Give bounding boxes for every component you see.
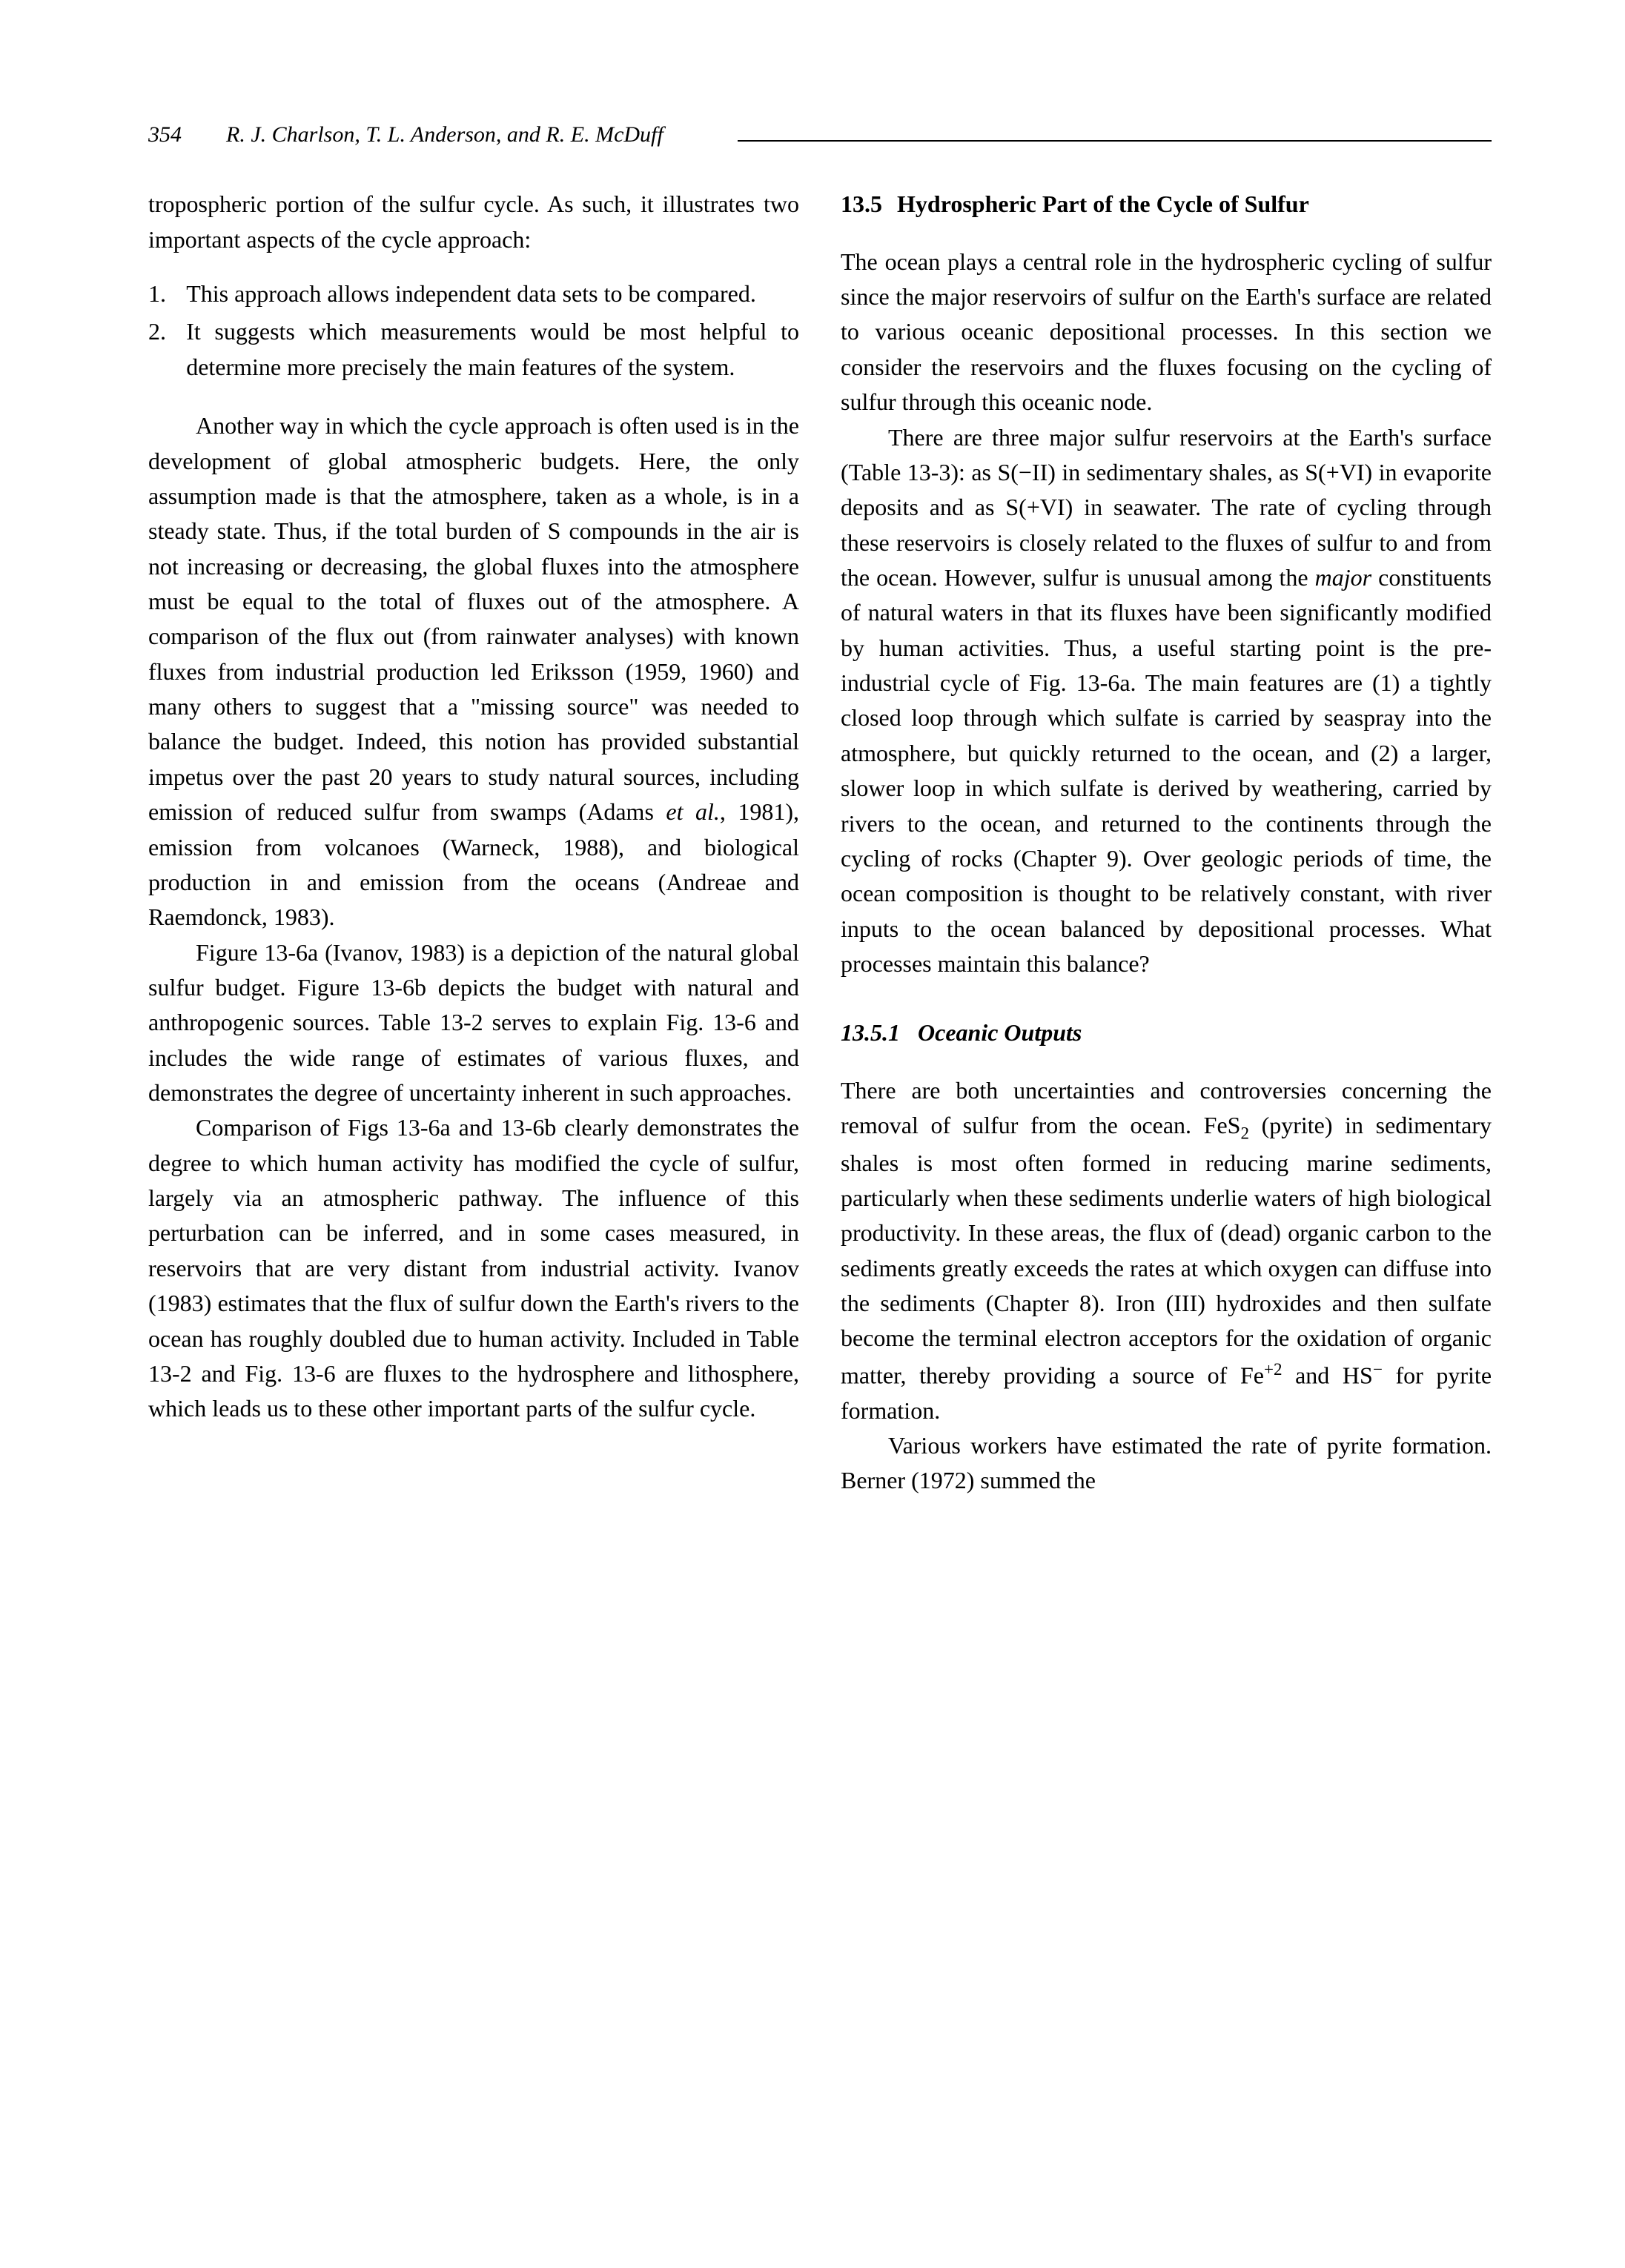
page-number: 354 xyxy=(148,119,182,151)
numbered-list: 1. This approach allows independent data… xyxy=(148,276,799,385)
body-paragraph: Various workers have estimated the rate … xyxy=(841,1428,1492,1499)
authors-line: R. J. Charlson, T. L. Anderson, and R. E… xyxy=(226,119,663,151)
body-paragraph: There are three major sulfur reservoirs … xyxy=(841,420,1492,982)
subscript: 2 xyxy=(1240,1123,1249,1142)
italic-text: major xyxy=(1315,564,1371,591)
page-header: 354 R. J. Charlson, T. L. Anderson, and … xyxy=(148,119,1492,151)
text-run: Another way in which the cycle approach … xyxy=(148,412,799,825)
header-rule xyxy=(738,140,1492,142)
body-paragraph: tropospheric portion of the sulfur cycle… xyxy=(148,187,799,257)
subsection-number: 13.5.1 xyxy=(841,1015,900,1050)
body-paragraph: Figure 13-6a (Ivanov, 1983) is a depicti… xyxy=(148,935,799,1111)
superscript: +2 xyxy=(1264,1359,1283,1379)
two-column-layout: tropospheric portion of the sulfur cycle… xyxy=(148,187,1492,1498)
left-column: tropospheric portion of the sulfur cycle… xyxy=(148,187,799,1498)
section-heading: 13.5 Hydrospheric Part of the Cycle of S… xyxy=(841,187,1492,222)
text-run: constituents of natural waters in that i… xyxy=(841,564,1492,977)
text-run: (pyrite) in sedimentary shales is most o… xyxy=(841,1112,1492,1388)
list-item: 1. This approach allows independent data… xyxy=(148,276,799,311)
section-number: 13.5 xyxy=(841,187,882,222)
list-number: 2. xyxy=(148,314,186,385)
text-run: and HS xyxy=(1282,1362,1372,1388)
list-item: 2. It suggests which measurements would … xyxy=(148,314,799,385)
right-column: 13.5 Hydrospheric Part of the Cycle of S… xyxy=(841,187,1492,1498)
subsection-title: Oceanic Outputs xyxy=(918,1015,1082,1050)
body-paragraph: The ocean plays a central role in the hy… xyxy=(841,245,1492,420)
list-text: This approach allows independent data se… xyxy=(186,276,799,311)
italic-text: et al. xyxy=(666,798,719,825)
list-number: 1. xyxy=(148,276,186,311)
body-paragraph: Another way in which the cycle approach … xyxy=(148,408,799,935)
section-title: Hydrospheric Part of the Cycle of Sulfur xyxy=(897,187,1309,222)
body-paragraph: Comparison of Figs 13-6a and 13-6b clear… xyxy=(148,1110,799,1426)
body-paragraph: There are both uncertainties and controv… xyxy=(841,1073,1492,1428)
superscript: − xyxy=(1373,1359,1383,1379)
list-text: It suggests which measurements would be … xyxy=(186,314,799,385)
subsection-heading: 13.5.1 Oceanic Outputs xyxy=(841,1015,1492,1050)
